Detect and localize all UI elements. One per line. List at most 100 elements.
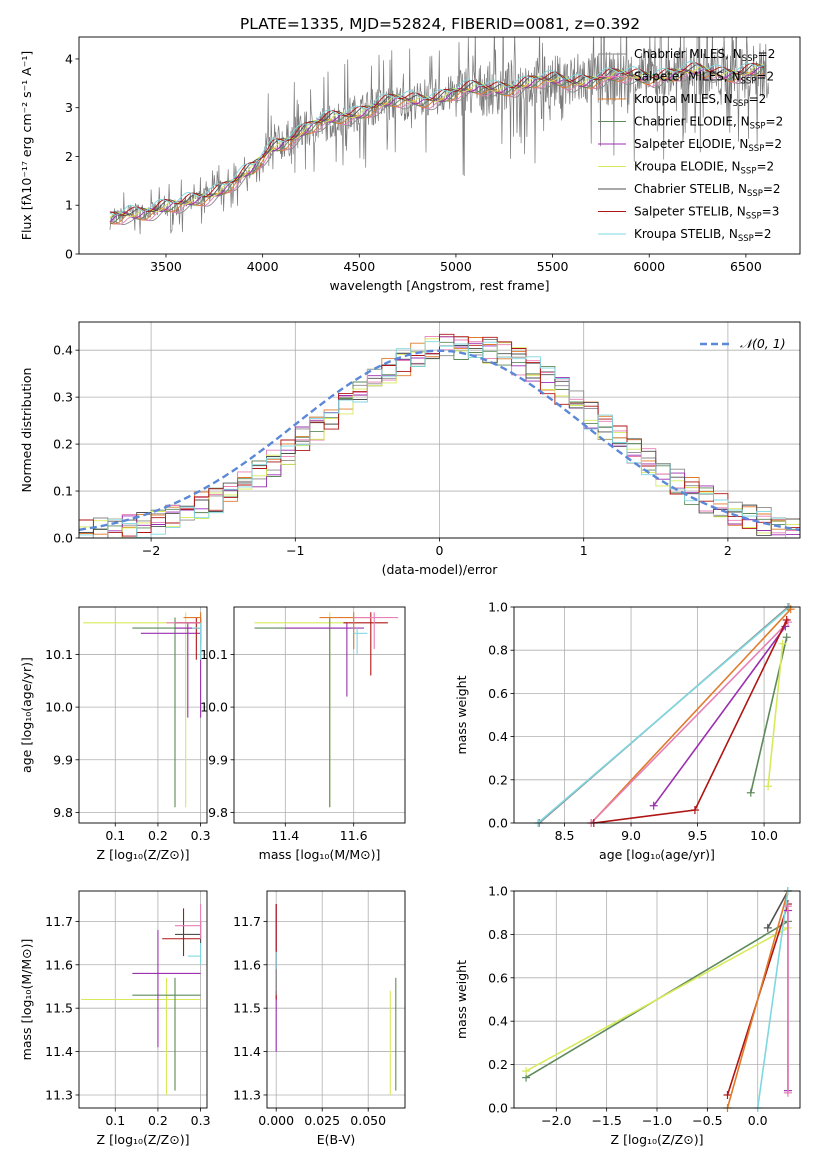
errorbar-point <box>162 908 201 957</box>
errorbar-point <box>132 930 201 1048</box>
x-tick-label: 11.6 <box>340 828 368 843</box>
errorbar-point <box>132 977 201 1091</box>
errorbar-point <box>343 612 388 676</box>
legend-subscript: SSP <box>738 234 754 244</box>
y-tick-label: 0.4 <box>488 1014 508 1029</box>
errorbar-point <box>140 622 201 718</box>
mass-weight-line <box>767 891 789 929</box>
x-tick-label: 6000 <box>633 259 665 274</box>
massweight_vs_age-axes: 8.5 9.0 9.5 10.0 0.0 0.2 0.4 0.6 0.8 1.0 age [log₁… <box>454 600 801 862</box>
figure-title: PLATE=1335, MJD=52824, FIBERID=0081, z=0… <box>240 15 640 33</box>
x-tick-label: 11.4 <box>271 828 299 843</box>
legend-label: Chabrier STELIB, N <box>634 182 747 196</box>
x-tick-label: −1.0 <box>642 1113 672 1128</box>
mass-weight-line <box>767 643 784 787</box>
y-tick-label: 0.3 <box>53 390 73 405</box>
x-axis-label: Z [log₁₀(Z/Z⊙)] <box>97 847 190 862</box>
x-tick-label: −2 <box>142 543 160 558</box>
x-tick-label: −1 <box>286 543 304 558</box>
y-tick-label: 9.9 <box>53 752 73 767</box>
y-tick-label: 2 <box>65 149 73 164</box>
y-tick-label: 11.7 <box>233 914 261 929</box>
x-tick-label: 3500 <box>150 259 182 274</box>
legend-suffix: =2 <box>754 227 772 241</box>
legend-entry-text: Chabrier STELIB, NSSP=2 <box>634 182 781 199</box>
plus-marker <box>649 801 658 810</box>
legend-suffix: =2 <box>758 47 776 61</box>
age_vs_mass-axes: 11.4 11.6 9.8 9.9 10.0 10.1 mass [log₁₀(M/M⊙)] <box>200 606 406 862</box>
mass-weight-line <box>756 891 789 1108</box>
spectrum-axes: 3500 4000 4500 5000 5500 6000 6500 0 1 2 3 4 wavelen… <box>19 36 801 293</box>
legend-entry-text: Kroupa ELODIE, NSSP=2 <box>634 160 774 177</box>
x-tick-label: 0.3 <box>191 828 211 843</box>
x-tick-label: 4500 <box>343 259 375 274</box>
mass-weight-line <box>590 621 789 823</box>
legend-suffix: =2 <box>766 115 784 129</box>
x-tick-label: 10.0 <box>750 828 778 843</box>
x-tick-label: 0.0 <box>748 1113 768 1128</box>
plus-marker <box>690 806 699 815</box>
legend-subscript: SSP <box>742 54 758 64</box>
y-tick-label: 0.4 <box>53 343 73 358</box>
axes-frame <box>78 36 801 255</box>
legend-subscript: SSP <box>746 212 762 222</box>
x-tick-label: 5000 <box>440 259 472 274</box>
legend-suffix: =2 <box>749 92 767 106</box>
y-tick-label: 0.6 <box>488 686 508 701</box>
legend-subscript: SSP <box>733 99 749 109</box>
legend-entry-text: Salpeter ELODIE, NSSP=2 <box>634 137 782 154</box>
legend-label: Chabrier MILES, N <box>634 47 742 61</box>
legend-entry-text: Kroupa MILES, NSSP=2 <box>634 92 766 109</box>
x-tick-label: 0.2 <box>148 1113 168 1128</box>
errorbar-point <box>353 612 399 650</box>
x-tick-label: 9.0 <box>621 828 641 843</box>
errorbar-point <box>175 904 202 939</box>
y-tick-label: 11.6 <box>233 957 261 972</box>
plus-marker <box>723 1090 732 1099</box>
y-tick-label: 10.0 <box>45 700 73 715</box>
y-tick-label: 0.2 <box>488 772 508 787</box>
y-axis-label: mass weight <box>454 960 469 1039</box>
legend-label: Chabrier ELODIE, N <box>634 115 750 129</box>
errorbar-point <box>254 612 347 808</box>
y-tick-label: 1.0 <box>488 600 508 615</box>
errorbar-point <box>285 622 364 697</box>
y-axis-label: Flux [fλ10⁻¹⁷ erg cm⁻² s⁻¹ A⁻¹] <box>19 51 34 240</box>
errorbar-point <box>132 617 201 808</box>
axes-frame <box>513 606 801 824</box>
y-axis-label: Normed distribution <box>19 368 34 493</box>
y-tick-label: 0.0 <box>53 531 73 546</box>
legend-subscript: SSP <box>748 144 764 154</box>
y-tick-label: 10.0 <box>200 700 228 715</box>
y-tick-label: 11.7 <box>45 914 73 929</box>
residuals-axes: −2 −1 0 1 2 0.0 0.1 0.2 0.3 0.4 (data-model)/error… <box>19 321 801 577</box>
errorbar-point <box>192 622 202 660</box>
y-axis-label: mass weight <box>454 675 469 754</box>
y-tick-label: 1.0 <box>488 884 508 899</box>
errorbar-point <box>83 612 195 808</box>
x-tick-label: 6500 <box>730 259 762 274</box>
x-axis-label: Z [log₁₀(Z/Z⊙)] <box>611 1132 704 1147</box>
model-line-kroupa-stelib <box>109 61 765 216</box>
y-tick-label: 0.1 <box>53 484 73 499</box>
y-tick-label: 11.3 <box>233 1087 261 1102</box>
legend-entry-text: Salpeter MILES, NSSP=2 <box>634 70 774 87</box>
legend-label: Salpeter STELIB, N <box>634 205 746 219</box>
chart-layer: 3500 4000 4500 5000 5500 6000 6500 0 1 2 3 4 wavelen… <box>19 36 801 1147</box>
y-tick-label: 10.1 <box>200 647 228 662</box>
y-tick-label: 0.0 <box>488 816 508 831</box>
y-tick-label: 9.9 <box>208 752 228 767</box>
y-tick-label: 9.8 <box>208 805 228 820</box>
legend-entry-text: Salpeter STELIB, NSSP=3 <box>634 205 779 222</box>
x-tick-label: 0.1 <box>105 1113 125 1128</box>
y-tick-label: 11.5 <box>45 1001 73 1016</box>
x-tick-label: −1.5 <box>591 1113 621 1128</box>
x-axis-label: age [log₁₀(age/yr)] <box>599 847 715 862</box>
y-tick-label: 10.1 <box>45 647 73 662</box>
legend-entry-text: Chabrier MILES, NSSP=2 <box>634 47 775 64</box>
y-tick-label: 0.6 <box>488 970 508 985</box>
legend-suffix: =2 <box>764 137 782 151</box>
y-tick-label: 9.8 <box>53 805 73 820</box>
model-line-chabrier-stelib <box>109 63 765 216</box>
x-tick-label: 0.050 <box>350 1113 386 1128</box>
